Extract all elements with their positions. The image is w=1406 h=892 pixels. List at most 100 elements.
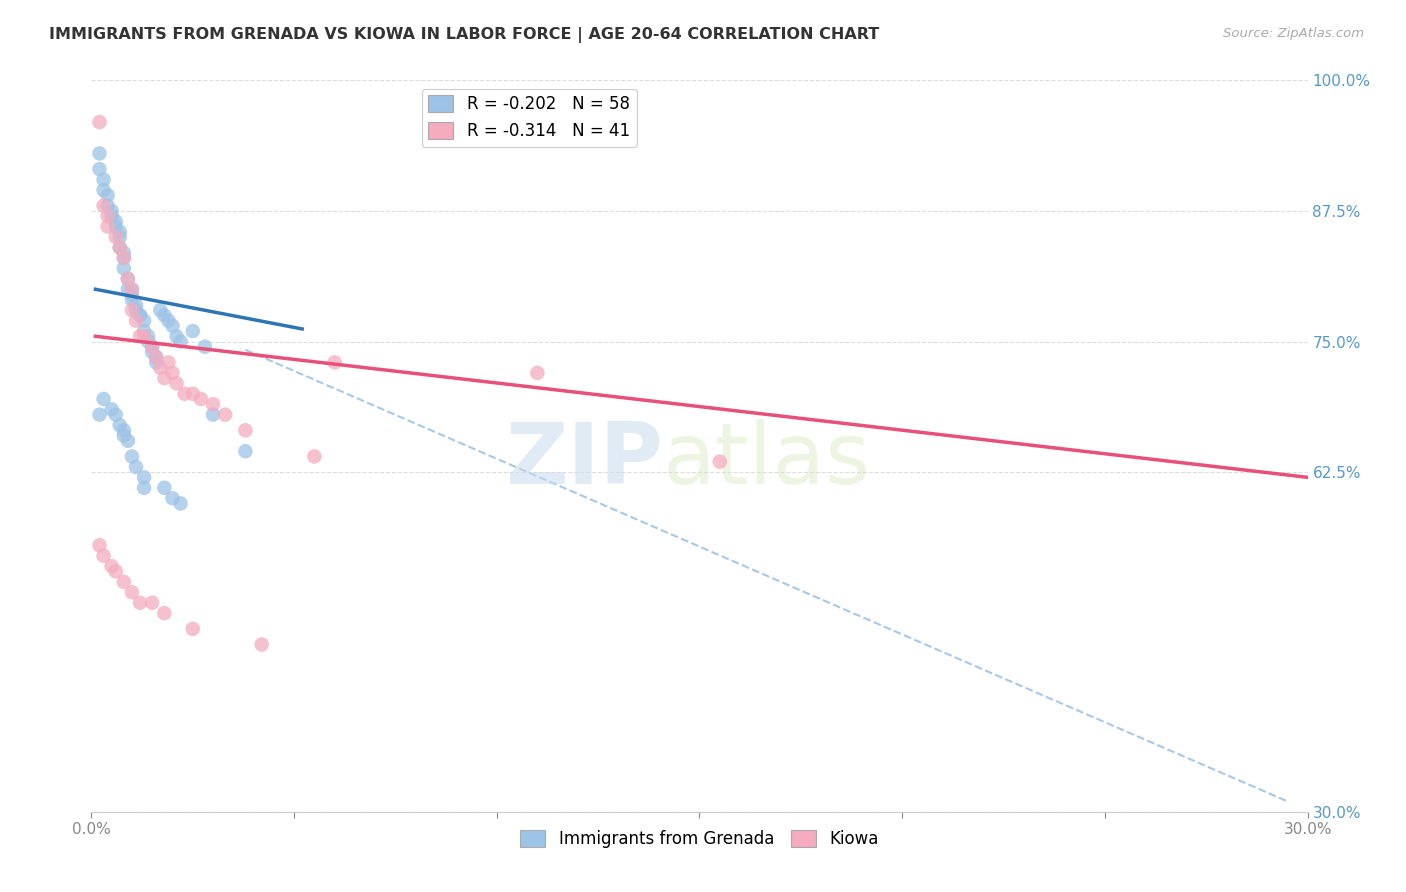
Point	[141, 340, 163, 354]
Point	[108, 240, 131, 254]
Point	[132, 324, 155, 338]
Point	[125, 459, 148, 474]
Point	[304, 450, 326, 464]
Point	[153, 481, 176, 495]
Point	[100, 402, 122, 417]
Point	[121, 282, 143, 296]
Point	[104, 565, 127, 579]
Point	[136, 329, 159, 343]
Point	[112, 261, 135, 276]
Point	[125, 298, 148, 312]
Point	[141, 345, 163, 359]
Point	[145, 350, 167, 364]
Point	[526, 366, 548, 380]
Point	[136, 334, 159, 349]
Point	[181, 622, 204, 636]
Text: Source: ZipAtlas.com: Source: ZipAtlas.com	[1223, 27, 1364, 40]
Point	[89, 538, 111, 552]
Point	[100, 209, 122, 223]
Point	[162, 491, 184, 506]
Point	[132, 481, 155, 495]
Point	[117, 272, 139, 286]
Point	[157, 313, 180, 327]
Point	[132, 470, 155, 484]
Point	[112, 251, 135, 265]
Point	[100, 559, 122, 574]
Point	[181, 386, 204, 401]
Point	[235, 444, 257, 458]
Point	[93, 183, 115, 197]
Point	[173, 386, 195, 401]
Point	[181, 324, 204, 338]
Point	[104, 214, 127, 228]
Point	[121, 293, 143, 307]
Point	[89, 408, 111, 422]
Point	[121, 282, 143, 296]
Point	[235, 423, 257, 437]
Point	[89, 146, 111, 161]
Point	[117, 434, 139, 448]
Point	[112, 251, 135, 265]
Text: ZIP: ZIP	[505, 419, 664, 502]
Legend: Immigrants from Grenada, Kiowa: Immigrants from Grenada, Kiowa	[513, 823, 886, 855]
Point	[132, 329, 155, 343]
Point	[166, 376, 188, 391]
Point	[166, 329, 188, 343]
Point	[169, 496, 191, 510]
Point	[89, 162, 111, 177]
Text: atlas: atlas	[664, 419, 870, 502]
Point	[149, 360, 172, 375]
Point	[141, 340, 163, 354]
Point	[162, 366, 184, 380]
Point	[250, 638, 273, 652]
Point	[141, 596, 163, 610]
Point	[104, 408, 127, 422]
Point	[162, 318, 184, 333]
Point	[129, 309, 152, 323]
Point	[121, 585, 143, 599]
Point	[108, 230, 131, 244]
Point	[108, 225, 131, 239]
Point	[153, 606, 176, 620]
Point	[93, 392, 115, 406]
Point	[202, 397, 225, 411]
Point	[97, 188, 120, 202]
Point	[214, 408, 236, 422]
Point	[194, 340, 217, 354]
Point	[93, 549, 115, 563]
Point	[190, 392, 212, 406]
Point	[145, 355, 167, 369]
Point	[153, 309, 176, 323]
Point	[97, 199, 120, 213]
Point	[202, 408, 225, 422]
Point	[121, 287, 143, 301]
Point	[709, 455, 731, 469]
Point	[129, 309, 152, 323]
Point	[125, 313, 148, 327]
Point	[157, 355, 180, 369]
Point	[117, 272, 139, 286]
Point	[112, 423, 135, 437]
Point	[112, 245, 135, 260]
Point	[100, 203, 122, 218]
Point	[149, 303, 172, 318]
Point	[104, 219, 127, 234]
Point	[104, 230, 127, 244]
Point	[89, 115, 111, 129]
Point	[108, 418, 131, 433]
Point	[112, 574, 135, 589]
Point	[93, 172, 115, 186]
Point	[112, 428, 135, 442]
Point	[145, 350, 167, 364]
Point	[169, 334, 191, 349]
Point	[108, 240, 131, 254]
Text: IMMIGRANTS FROM GRENADA VS KIOWA IN LABOR FORCE | AGE 20-64 CORRELATION CHART: IMMIGRANTS FROM GRENADA VS KIOWA IN LABO…	[49, 27, 880, 43]
Point	[97, 209, 120, 223]
Point	[93, 199, 115, 213]
Point	[323, 355, 346, 369]
Point	[125, 303, 148, 318]
Point	[129, 329, 152, 343]
Point	[117, 282, 139, 296]
Point	[129, 596, 152, 610]
Point	[97, 219, 120, 234]
